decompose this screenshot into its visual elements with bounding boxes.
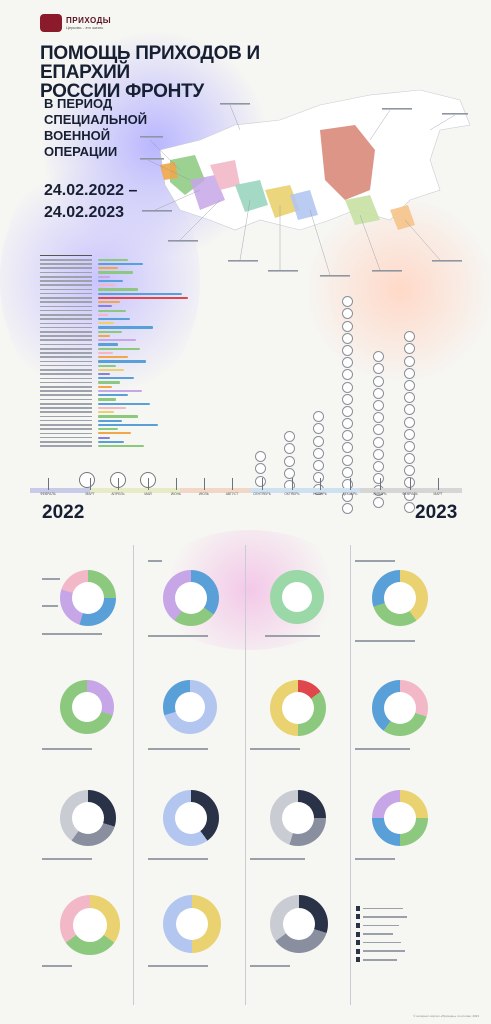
timeline-icon-1 — [79, 472, 95, 488]
month-label-12: ФЕВРАЛЬ — [402, 492, 418, 496]
date-range: 24.02.2022 – 24.02.2023 — [44, 180, 137, 224]
donut-15 — [270, 895, 328, 953]
title-line-2: РОССИИ ФРОНТУ — [40, 81, 204, 102]
page-subtitle: В ПЕРИОД СПЕЦИАЛЬНОЙ ВОЕННОЙ ОПЕРАЦИИ — [44, 96, 147, 160]
donut-13 — [60, 895, 120, 955]
coin-column-nov — [313, 410, 324, 496]
region-west-3 — [210, 160, 240, 190]
logo[interactable]: ПРИХОДЫ Церковь - это жизнь — [40, 14, 111, 32]
donut-5 — [60, 680, 114, 734]
region-west-2 — [190, 175, 225, 210]
year-start: 2022 — [42, 502, 85, 523]
footer-note: © интернет-портал «Приходы» по итогам, 2… — [413, 1014, 479, 1018]
month-label-6: АВГУСТ — [225, 492, 239, 496]
donut-11 — [270, 790, 326, 846]
month-label-3: МАЙ — [144, 492, 152, 496]
month-label-10: ДЕКАБРЬ — [342, 492, 358, 496]
eparchy-list — [40, 254, 190, 449]
logo-mark-icon — [40, 14, 62, 32]
region-moscow — [160, 162, 178, 180]
logo-name: ПРИХОДЫ — [66, 16, 112, 25]
date-start: 24.02.2022 – — [44, 182, 138, 199]
donut-14 — [163, 895, 221, 953]
region-krasnoyarsk — [320, 125, 375, 200]
summary-stats — [356, 904, 466, 964]
date-end: 24.02.2023 — [44, 204, 125, 221]
coin-icon — [356, 931, 360, 937]
person-icon — [356, 922, 360, 928]
map-outline — [159, 89, 471, 231]
donut-3 — [270, 570, 324, 624]
month-label-2: АПРЕЛЬ — [111, 492, 125, 496]
subtitle-line-3: ВОЕННОЙ — [44, 128, 111, 143]
month-label-1: МАРТ — [85, 492, 95, 496]
month-label-0: ФЕВРАЛЬ — [40, 492, 56, 496]
region-far-east — [390, 205, 415, 230]
region-siberia-2 — [290, 190, 318, 220]
region-baikal — [345, 195, 380, 225]
map-region-labels — [140, 103, 468, 277]
month-label-8: ОКТЯБРЬ — [284, 492, 300, 496]
month-label-4: ИЮНЬ — [170, 492, 182, 496]
donut-10 — [163, 790, 219, 846]
donut-4 — [372, 570, 428, 626]
page-title: ПОМОЩЬ ПРИХОДОВ И ЕПАРХИЙ РОССИИ ФРОНТУ — [40, 44, 350, 101]
map-leader-lines — [147, 104, 456, 276]
subtitle-line-2: СПЕЦИАЛЬНОЙ — [44, 112, 148, 127]
donut-9 — [60, 790, 116, 846]
coin-column-sep — [255, 450, 266, 487]
box-icon — [356, 914, 360, 920]
month-label-7: СЕНТЯБРЬ — [253, 492, 271, 496]
month-label-5: ИЮЛЬ — [199, 492, 209, 496]
month-label-13: МАРТ — [433, 492, 443, 496]
cross-icon — [356, 905, 360, 911]
month-label-11: ЯНВАРЬ — [373, 492, 387, 496]
coin-column-dec — [342, 295, 353, 515]
logo-tagline: Церковь - это жизнь — [66, 25, 104, 30]
donut-6 — [163, 680, 217, 734]
year-end: 2023 — [415, 502, 458, 523]
russia-map — [140, 89, 471, 277]
donut-12 — [372, 790, 428, 846]
donut-2 — [163, 570, 219, 626]
timeline-bar — [30, 488, 462, 493]
coin-column-feb — [404, 330, 415, 513]
donut-7 — [270, 680, 326, 736]
donut-8 — [372, 680, 428, 736]
title-line-1: ПОМОЩЬ ПРИХОДОВ И ЕПАРХИЙ — [40, 43, 260, 83]
coin-column-jan — [373, 350, 384, 509]
donut-1 — [60, 570, 116, 626]
subtitle-line-4: ОПЕРАЦИИ — [44, 144, 118, 159]
month-label-9: НОЯБРЬ — [313, 492, 327, 496]
subtitle-line-1: В ПЕРИОД — [44, 96, 113, 111]
region-siberia-1 — [265, 185, 300, 218]
coin-column-oct — [284, 430, 295, 491]
region-ural — [235, 180, 268, 212]
